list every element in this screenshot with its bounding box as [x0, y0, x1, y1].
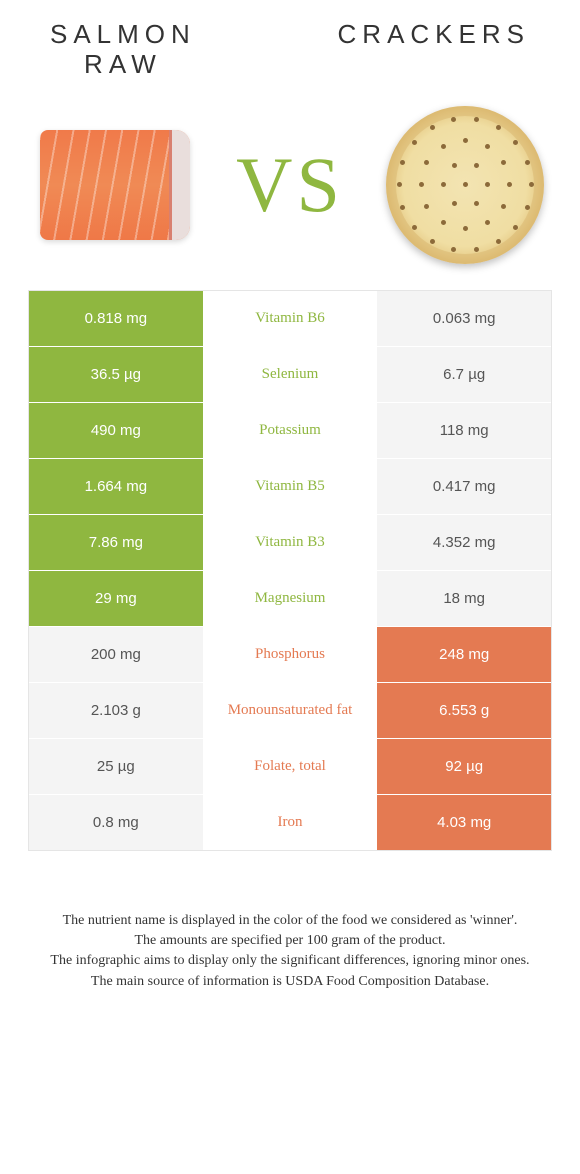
left-value-cell: 2.103 g: [29, 683, 203, 738]
nutrient-name-cell: Monounsaturated fat: [203, 683, 378, 738]
table-row: 36.5 µgSelenium6.7 µg: [29, 346, 551, 402]
table-row: 2.103 gMonounsaturated fat6.553 g: [29, 682, 551, 738]
left-food-title: SALMON RAW: [50, 20, 196, 80]
left-value-cell: 1.664 mg: [29, 459, 203, 514]
table-row: 7.86 mgVitamin B34.352 mg: [29, 514, 551, 570]
nutrient-name-cell: Vitamin B3: [203, 515, 378, 570]
right-value-cell: 92 µg: [377, 739, 551, 794]
right-value-cell: 0.417 mg: [377, 459, 551, 514]
salmon-icon: [40, 130, 190, 240]
footer-line: The nutrient name is displayed in the co…: [40, 911, 540, 931]
left-food-title-line2: RAW: [50, 50, 196, 80]
right-value-cell: 4.352 mg: [377, 515, 551, 570]
table-row: 0.818 mgVitamin B60.063 mg: [29, 290, 551, 346]
right-value-cell: 248 mg: [377, 627, 551, 682]
footer-line: The main source of information is USDA F…: [40, 972, 540, 992]
vs-label: VS: [236, 140, 344, 230]
nutrient-table: 0.818 mgVitamin B60.063 mg36.5 µgSeleniu…: [28, 290, 552, 851]
footer-line: The infographic aims to display only the…: [40, 951, 540, 971]
left-value-cell: 29 mg: [29, 571, 203, 626]
cracker-image: [380, 100, 550, 270]
nutrient-name-cell: Selenium: [203, 347, 378, 402]
right-value-cell: 6.553 g: [377, 683, 551, 738]
right-food-title: CRACKERS: [338, 20, 530, 80]
nutrient-name-cell: Folate, total: [203, 739, 378, 794]
nutrient-name-cell: Vitamin B6: [203, 291, 378, 346]
nutrient-name-cell: Magnesium: [203, 571, 378, 626]
left-value-cell: 490 mg: [29, 403, 203, 458]
salmon-image: [30, 130, 200, 240]
cracker-icon: [380, 100, 550, 270]
table-row: 25 µgFolate, total92 µg: [29, 738, 551, 794]
left-value-cell: 0.8 mg: [29, 795, 203, 850]
left-value-cell: 7.86 mg: [29, 515, 203, 570]
left-food-title-line1: SALMON: [50, 20, 196, 50]
nutrient-name-cell: Iron: [203, 795, 378, 850]
table-row: 200 mgPhosphorus248 mg: [29, 626, 551, 682]
right-value-cell: 118 mg: [377, 403, 551, 458]
header: SALMON RAW CRACKERS: [0, 0, 580, 90]
table-row: 29 mgMagnesium18 mg: [29, 570, 551, 626]
right-value-cell: 18 mg: [377, 571, 551, 626]
table-row: 0.8 mgIron4.03 mg: [29, 794, 551, 850]
left-value-cell: 0.818 mg: [29, 291, 203, 346]
right-value-cell: 6.7 µg: [377, 347, 551, 402]
left-value-cell: 25 µg: [29, 739, 203, 794]
nutrient-name-cell: Potassium: [203, 403, 378, 458]
right-value-cell: 4.03 mg: [377, 795, 551, 850]
nutrient-name-cell: Vitamin B5: [203, 459, 378, 514]
table-row: 490 mgPotassium118 mg: [29, 402, 551, 458]
left-value-cell: 36.5 µg: [29, 347, 203, 402]
hero-row: VS: [0, 90, 580, 290]
footer-notes: The nutrient name is displayed in the co…: [0, 851, 580, 992]
footer-line: The amounts are specified per 100 gram o…: [40, 931, 540, 951]
table-row: 1.664 mgVitamin B50.417 mg: [29, 458, 551, 514]
nutrient-name-cell: Phosphorus: [203, 627, 378, 682]
left-value-cell: 200 mg: [29, 627, 203, 682]
right-value-cell: 0.063 mg: [377, 291, 551, 346]
